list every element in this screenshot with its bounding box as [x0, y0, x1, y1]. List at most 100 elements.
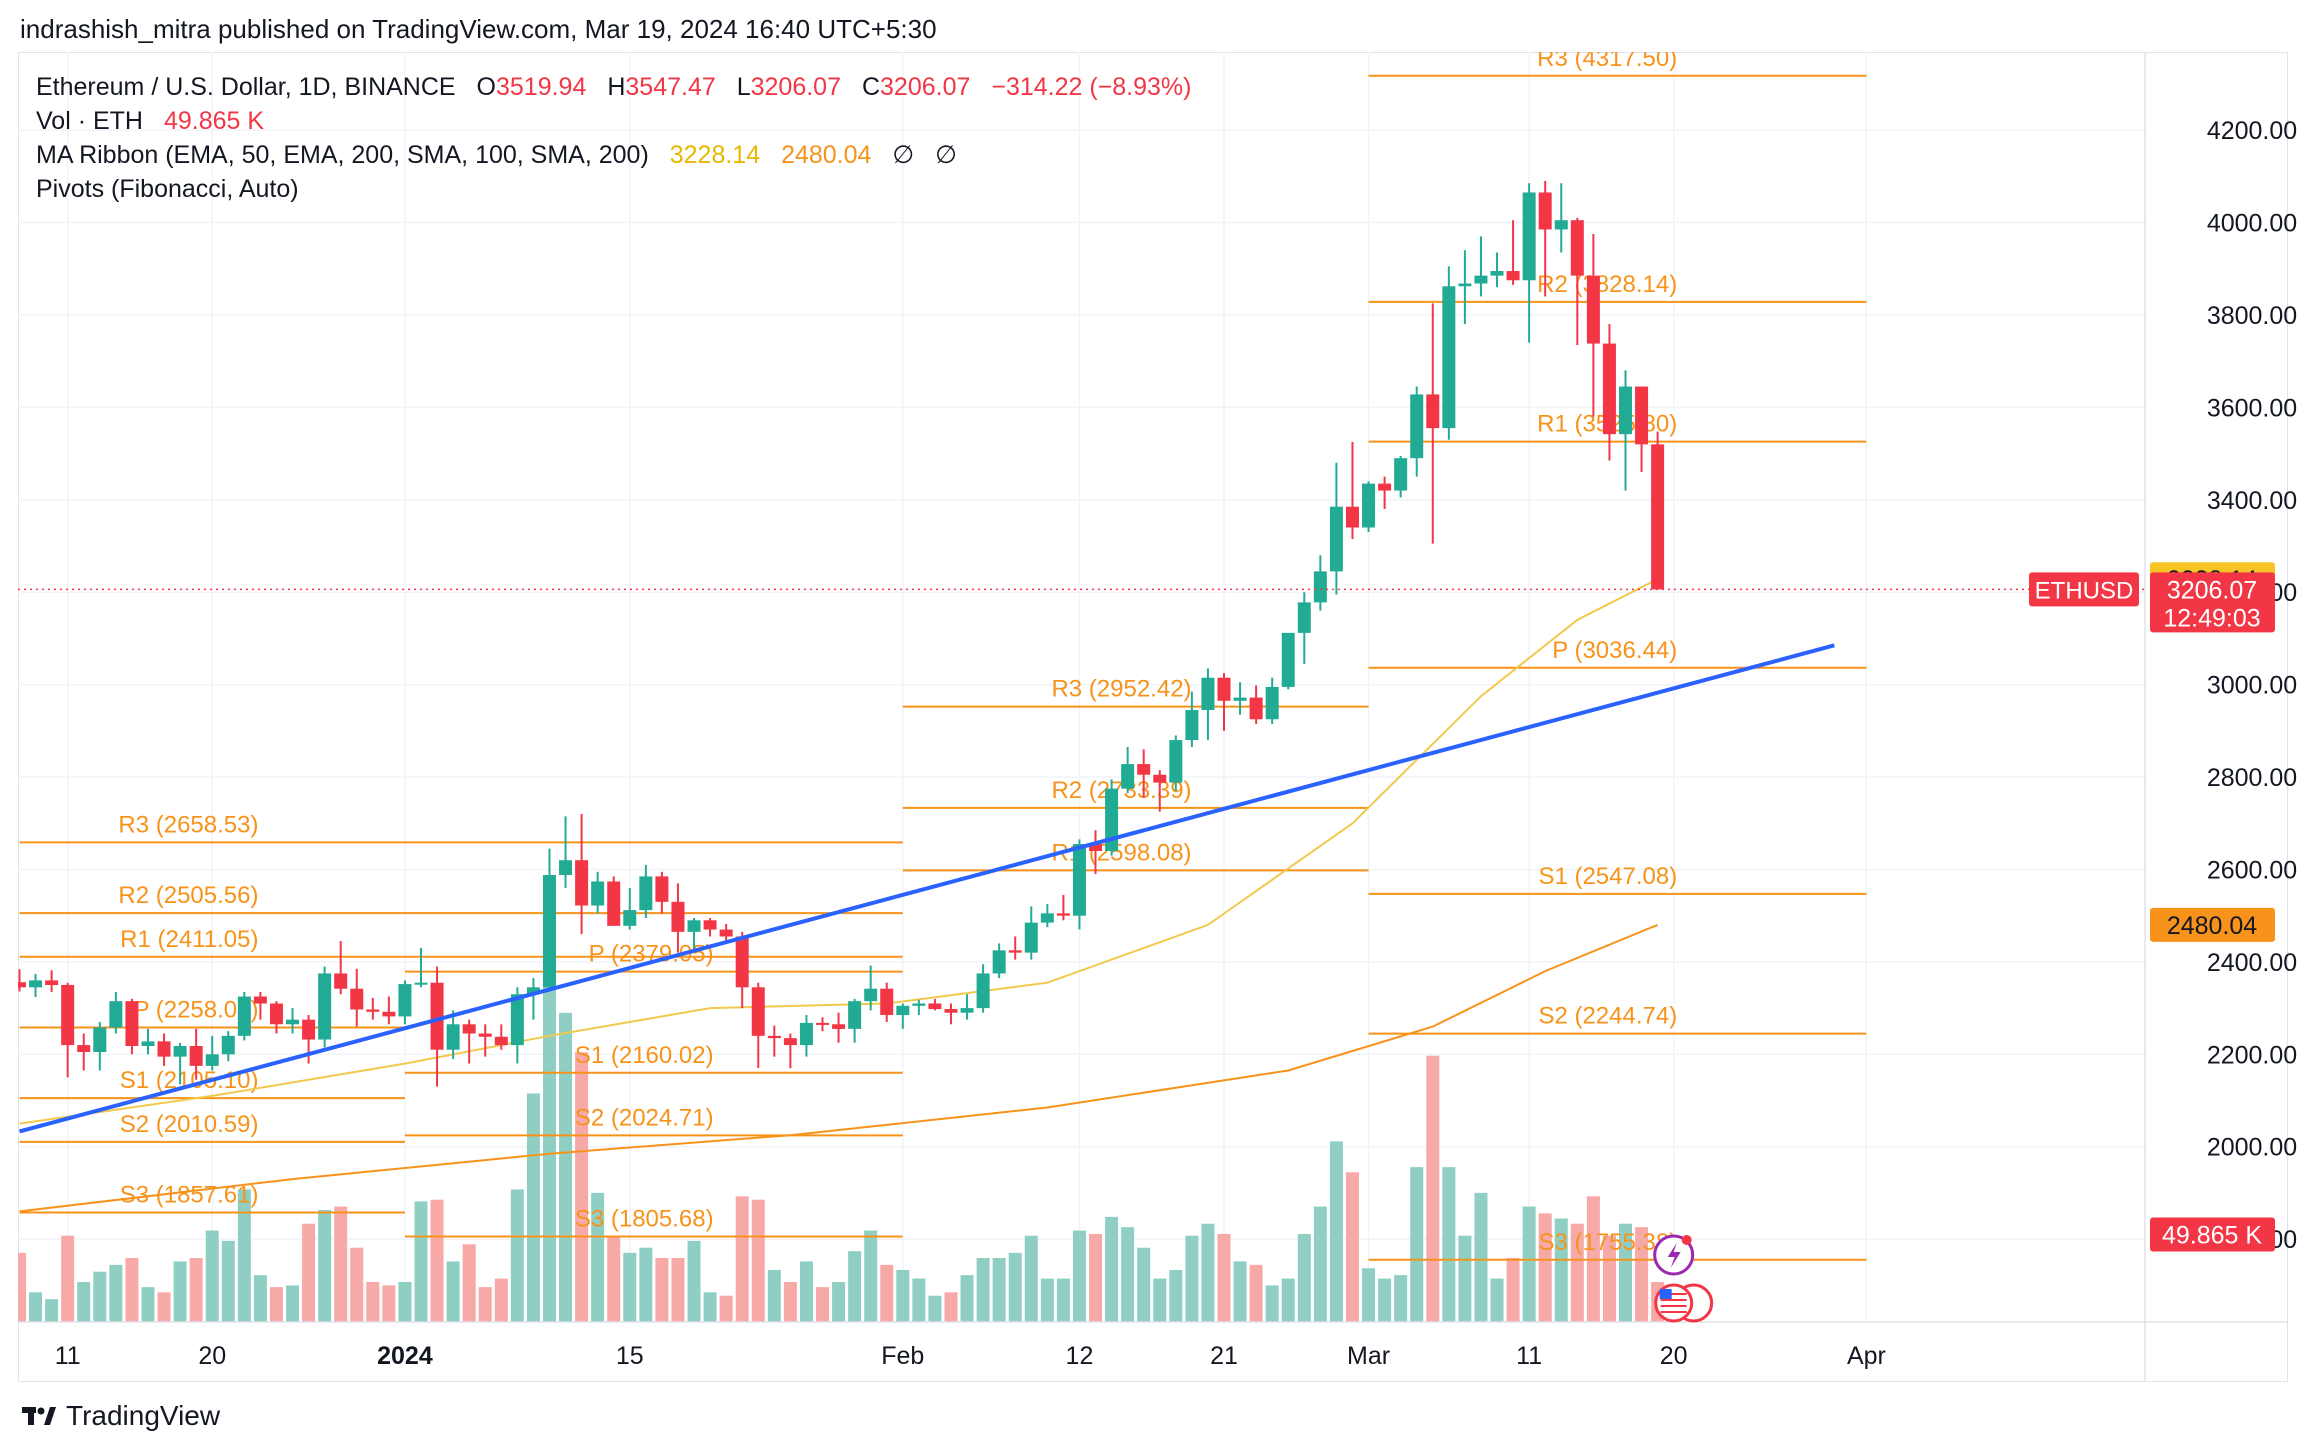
candle-body: [1121, 764, 1135, 789]
candle-body: [1410, 394, 1424, 459]
volume-bar: [125, 1258, 139, 1322]
candle-body: [1474, 275, 1488, 284]
volume-bar: [1056, 1278, 1070, 1322]
ma-na-1: ∅: [892, 141, 915, 169]
pivot-label: S3 (1805.68): [575, 1206, 714, 1233]
candle-body: [1602, 343, 1616, 435]
volume-bar: [478, 1287, 492, 1322]
volume-bar: [1362, 1268, 1376, 1322]
candle: [526, 978, 540, 1020]
candle: [1490, 252, 1504, 288]
candle: [896, 1003, 910, 1029]
volume-bar: [1249, 1264, 1263, 1322]
volume-bar: [1089, 1234, 1103, 1322]
candle: [1345, 442, 1359, 540]
volume-bar: [1378, 1278, 1392, 1322]
candle: [1185, 691, 1199, 748]
candle: [1570, 217, 1584, 345]
ma-value-2: 2480.04: [781, 141, 872, 169]
volume-bar: [1281, 1278, 1295, 1322]
volume-bar: [1201, 1223, 1215, 1322]
volume-bar: [1008, 1252, 1022, 1322]
volume-bar: [623, 1252, 637, 1322]
candle-body: [77, 1045, 91, 1053]
candle-body: [334, 973, 348, 989]
volume-bar: [1490, 1278, 1504, 1322]
chart-frame: [18, 52, 2288, 1382]
candle: [639, 864, 653, 918]
candle-body: [1153, 774, 1167, 783]
candle: [430, 966, 444, 1087]
candle: [816, 1017, 829, 1032]
volume-bar: [1297, 1234, 1311, 1322]
event-dot-icon: [1681, 1235, 1692, 1245]
candle: [928, 998, 942, 1011]
candle: [1008, 936, 1022, 960]
y-tick-label: 2600.00: [2207, 856, 2297, 884]
close-value: 3206.07: [880, 73, 971, 101]
candle-body: [318, 973, 332, 1040]
x-tick-label: Feb: [881, 1342, 924, 1370]
candle-body: [1394, 458, 1408, 491]
volume-bar: [1458, 1235, 1472, 1322]
candle: [462, 1019, 476, 1064]
candle: [607, 876, 621, 926]
candle-body: [591, 881, 605, 906]
candle-body: [1024, 922, 1038, 953]
volume-bar: [45, 1299, 59, 1322]
volume-bar: [1586, 1196, 1600, 1322]
candle-body: [302, 1019, 316, 1040]
candle-body: [671, 901, 685, 932]
pivot-label: R2 (2505.56): [118, 882, 258, 909]
candle: [719, 924, 733, 942]
candle-body: [751, 987, 765, 1036]
candle-body: [526, 987, 540, 995]
candle: [1249, 685, 1263, 724]
candle-body: [1217, 677, 1231, 701]
pivots-label[interactable]: Pivots (Fibonacci, Auto): [36, 175, 299, 203]
candle-body: [414, 982, 428, 985]
candle: [1040, 904, 1054, 928]
lightning-glyph-icon: [1667, 1243, 1681, 1268]
candle: [269, 1001, 283, 1034]
candle: [912, 999, 926, 1016]
symbol-title[interactable]: Ethereum / U.S. Dollar, 1D, BINANCE: [36, 73, 456, 101]
volume-bar: [77, 1282, 91, 1322]
x-tick-label: 21: [1210, 1342, 1238, 1370]
volume-label[interactable]: Vol · ETH: [36, 107, 143, 135]
candle-body: [848, 1001, 862, 1029]
volume-bar: [799, 1261, 813, 1322]
change-value: −314.22 (−8.93%): [991, 73, 1192, 101]
volume-value: 49.865 K: [163, 107, 265, 135]
volume-bar: [494, 1278, 508, 1322]
price-badge-bg: [2150, 907, 2275, 942]
candle-body: [1105, 788, 1119, 851]
candle: [1426, 303, 1440, 544]
candle-body: [1458, 283, 1472, 287]
candle-body: [1635, 386, 1649, 445]
candle: [1506, 220, 1520, 285]
volume-bar: [1345, 1172, 1359, 1322]
volume-bar: [960, 1275, 974, 1322]
candle: [1474, 236, 1488, 297]
footer-brand[interactable]: TradingView: [22, 1400, 220, 1432]
x-tick-label: 11: [1516, 1342, 1542, 1370]
volume-bar: [302, 1223, 316, 1322]
candle: [1024, 906, 1038, 960]
ma-ribbon-label[interactable]: MA Ribbon (EMA, 50, EMA, 200, SMA, 100, …: [36, 141, 649, 169]
candle-body: [1538, 192, 1552, 230]
candle-body: [559, 860, 573, 876]
x-tick-label: Mar: [1347, 1342, 1390, 1370]
candle-body: [575, 860, 589, 906]
candle-body: [735, 936, 749, 988]
pivot-label: S1 (2547.08): [1538, 863, 1677, 890]
candle: [1442, 266, 1456, 440]
volume-bar: [1313, 1206, 1327, 1322]
candle-body: [221, 1035, 235, 1055]
candle-body: [896, 1005, 910, 1016]
volume-bar: [992, 1258, 1006, 1322]
candle-body: [799, 1022, 813, 1046]
candle-body: [253, 996, 267, 1004]
flag-canton: [1659, 1289, 1672, 1299]
